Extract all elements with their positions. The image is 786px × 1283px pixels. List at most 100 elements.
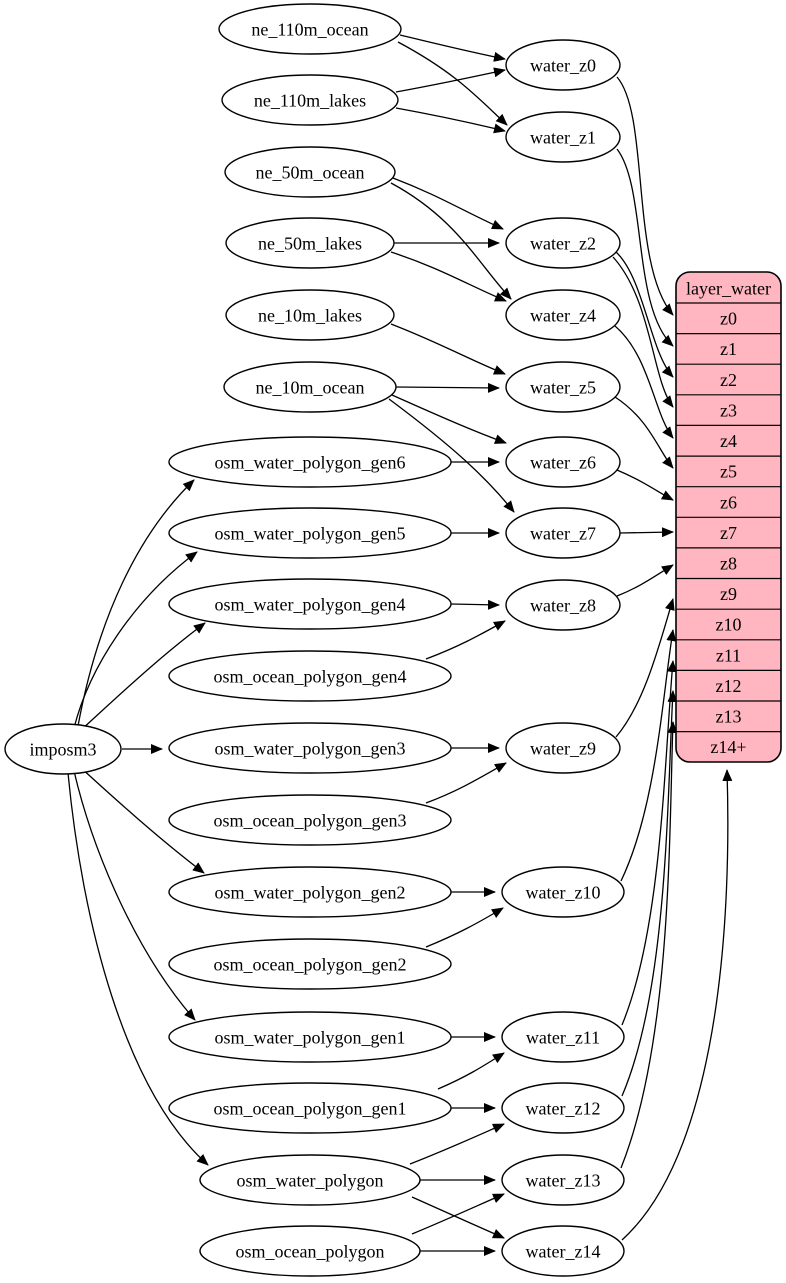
node-water_z1: water_z1 bbox=[505, 111, 621, 163]
water_z14-label: water_z14 bbox=[526, 1241, 601, 1261]
osm_ocean_polygon_gen3-label: osm_ocean_polygon_gen3 bbox=[214, 810, 407, 830]
edge-osm_ocean_polygon_gen3--water_z9 bbox=[425, 762, 507, 804]
water_z4-label: water_z4 bbox=[530, 305, 596, 325]
ne_50m_lakes-ellipse bbox=[225, 217, 395, 269]
edge-osm_water_polygon--water_z12 bbox=[409, 1123, 505, 1165]
node-water_z0: water_z0 bbox=[505, 39, 621, 91]
edge-water_z1--row-z1 bbox=[616, 148, 674, 347]
edge-osm_ocean_polygon_gen2--water_z10 bbox=[425, 907, 504, 948]
osm_ocean_polygon-label: osm_ocean_polygon bbox=[236, 1241, 385, 1261]
water_z9-label: water_z9 bbox=[530, 738, 596, 758]
water_z11-ellipse bbox=[501, 1011, 625, 1063]
edge-imposm3--osm_water_polygon bbox=[67, 772, 209, 1166]
node-water_z6: water_z6 bbox=[505, 436, 621, 488]
edge-ne_110m_lakes--water_z1 bbox=[395, 107, 506, 134]
water_z10-ellipse bbox=[501, 866, 625, 918]
node-ne_110m_ocean: ne_110m_ocean bbox=[218, 3, 402, 55]
node-imposm3: imposm3 bbox=[4, 723, 122, 775]
water_z14-ellipse bbox=[501, 1225, 625, 1277]
edge-group bbox=[67, 34, 733, 1256]
osm_ocean_polygon_gen1-ellipse bbox=[168, 1082, 452, 1134]
node-osm_water_polygon_gen4: osm_water_polygon_gen4 bbox=[168, 578, 452, 630]
edge-water_z5--row-z5 bbox=[614, 396, 674, 469]
row-z14plus: z14+ bbox=[710, 737, 746, 757]
edge-water_z2--row-z2 bbox=[615, 251, 674, 378]
node-ne_50m_ocean: ne_50m_ocean bbox=[224, 146, 396, 198]
node-water_z4: water_z4 bbox=[505, 289, 621, 341]
row-z10: z10 bbox=[716, 615, 742, 635]
osm_ocean_polygon_gen4-ellipse bbox=[168, 650, 452, 702]
ne_110m_ocean-ellipse bbox=[218, 3, 402, 55]
node-water_z10: water_z10 bbox=[501, 866, 625, 918]
osm_water_polygon_gen6-ellipse bbox=[168, 436, 452, 488]
node-ne_10m_ocean: ne_10m_ocean bbox=[223, 361, 397, 413]
water_z7-label: water_z7 bbox=[530, 523, 596, 543]
edge-ne_10m_ocean--water_z6 bbox=[391, 394, 507, 444]
ne_110m_lakes-label: ne_110m_lakes bbox=[254, 90, 366, 110]
node-water_z14: water_z14 bbox=[501, 1225, 625, 1277]
node-water_z12: water_z12 bbox=[501, 1082, 625, 1134]
osm_ocean_polygon_gen2-label: osm_ocean_polygon_gen2 bbox=[214, 954, 407, 974]
water_z5-label: water_z5 bbox=[530, 377, 596, 397]
water_z13-ellipse bbox=[501, 1154, 625, 1206]
edge-water_z7--row-z7 bbox=[619, 527, 674, 538]
water_z12-ellipse bbox=[501, 1082, 625, 1134]
edge-ne_50m_ocean--water_z2 bbox=[392, 177, 504, 230]
ne_50m_ocean-label: ne_50m_ocean bbox=[256, 162, 365, 182]
ne_10m_lakes-ellipse bbox=[225, 289, 395, 341]
node-osm_water_polygon_gen3: osm_water_polygon_gen3 bbox=[168, 722, 452, 774]
ne_10m_ocean-ellipse bbox=[223, 361, 397, 413]
row-z0: z0 bbox=[720, 309, 737, 329]
ne_10m_ocean-label: ne_10m_ocean bbox=[256, 377, 365, 397]
node-water_z5: water_z5 bbox=[505, 361, 621, 413]
edge-osm_water_polygon--water_z14 bbox=[411, 1196, 505, 1239]
water_z9-ellipse bbox=[505, 722, 621, 774]
water_z8-label: water_z8 bbox=[530, 595, 596, 615]
row-z3: z3 bbox=[720, 400, 737, 420]
row-z5: z5 bbox=[720, 462, 737, 482]
osm_ocean_polygon_gen3-ellipse bbox=[168, 794, 452, 846]
edge-water_z8--row-z8 bbox=[616, 564, 674, 597]
node-water_z8: water_z8 bbox=[505, 579, 621, 631]
edge-ne_110m_ocean--water_z0 bbox=[399, 34, 506, 62]
row-z4: z4 bbox=[720, 431, 737, 451]
node-osm_water_polygon_gen2: osm_water_polygon_gen2 bbox=[168, 866, 452, 918]
edge-water_z11--row-z11 bbox=[621, 660, 678, 1026]
osm_water_polygon_gen3-ellipse bbox=[168, 722, 452, 774]
edge-imposm3--osm_water_polygon_gen4 bbox=[79, 622, 206, 732]
water_z5-ellipse bbox=[505, 361, 621, 413]
row-z9: z9 bbox=[720, 584, 737, 604]
osm_water_polygon-label: osm_water_polygon bbox=[237, 1170, 384, 1190]
edge-ne_110m_ocean--water_z1 bbox=[397, 41, 508, 126]
osm_water_polygon_gen3-label: osm_water_polygon_gen3 bbox=[215, 738, 406, 758]
node-osm_ocean_polygon_gen4: osm_ocean_polygon_gen4 bbox=[168, 650, 452, 702]
osm_water_polygon_gen4-label: osm_water_polygon_gen4 bbox=[215, 594, 406, 614]
water_z7-ellipse bbox=[505, 507, 621, 559]
node-ne_10m_lakes: ne_10m_lakes bbox=[225, 289, 395, 341]
ne_110m_ocean-label: ne_110m_ocean bbox=[251, 19, 368, 39]
edge-water_z0--row-z0 bbox=[616, 76, 674, 316]
edge-osm_ocean_polygon--water_z13 bbox=[411, 1193, 505, 1235]
edge-water_z13--row-z13 bbox=[620, 721, 678, 1169]
water_z8-ellipse bbox=[505, 579, 621, 631]
edge-water_z6--row-z6 bbox=[616, 469, 674, 501]
node-osm_water_polygon: osm_water_polygon bbox=[199, 1154, 421, 1206]
node-water_z11: water_z11 bbox=[501, 1011, 625, 1063]
row-z12: z12 bbox=[716, 676, 742, 696]
node-water_z9: water_z9 bbox=[505, 722, 621, 774]
osm_water_polygon_gen2-label: osm_water_polygon_gen2 bbox=[215, 882, 406, 902]
osm_water_polygon_gen1-ellipse bbox=[168, 1011, 452, 1063]
node-water_z2: water_z2 bbox=[505, 217, 621, 269]
osm_water_polygon_gen4-ellipse bbox=[168, 578, 452, 630]
water_z0-label: water_z0 bbox=[530, 55, 596, 75]
water_z11-label: water_z11 bbox=[526, 1027, 600, 1047]
imposm3-ellipse bbox=[4, 723, 122, 775]
edge-water_z14--row-z14plus bbox=[621, 769, 733, 1241]
row-z11: z11 bbox=[716, 645, 741, 665]
water_z2-label: water_z2 bbox=[530, 233, 596, 253]
edge-imposm3--osm_water_polygon_gen2 bbox=[79, 766, 205, 874]
layer-water-title: layer_water bbox=[686, 278, 771, 298]
edge-ne_50m_ocean--water_z4 bbox=[390, 182, 512, 300]
edge-imposm3--osm_water_polygon_gen5 bbox=[73, 551, 198, 729]
